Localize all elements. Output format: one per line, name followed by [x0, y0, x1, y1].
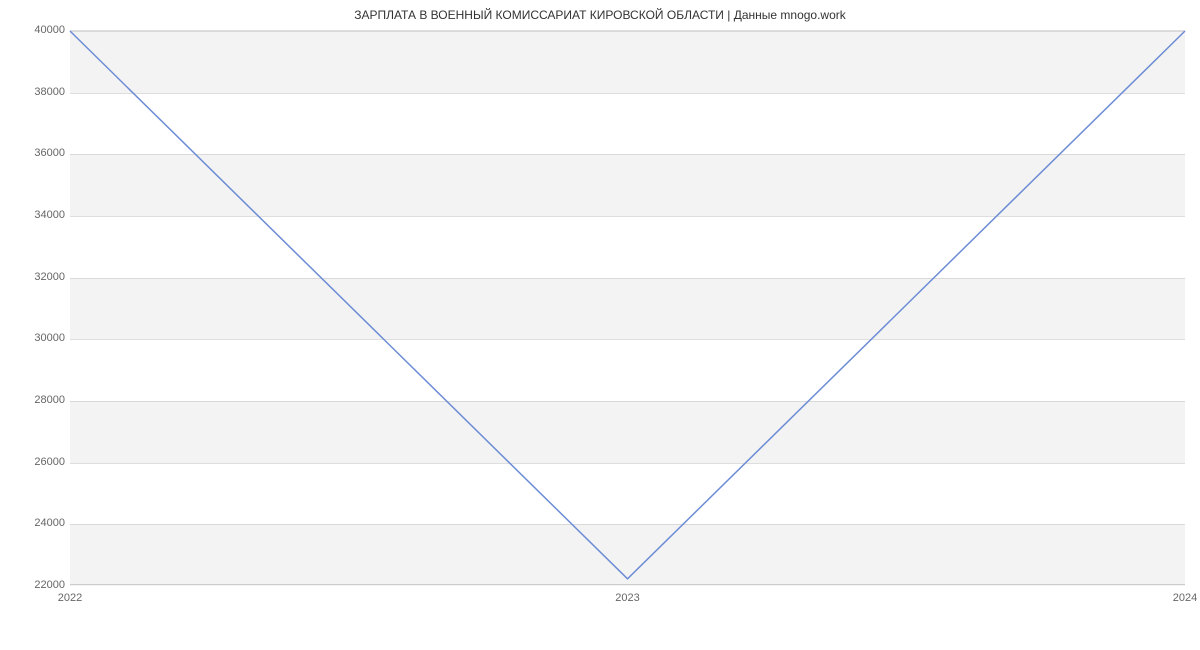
x-axis-label: 2023	[615, 592, 639, 604]
y-axis-label: 40000	[34, 24, 65, 36]
y-axis-label: 30000	[34, 332, 65, 344]
y-axis-label: 38000	[34, 86, 65, 98]
data-line	[70, 31, 1185, 579]
y-axis-label: 34000	[34, 209, 65, 221]
y-axis-label: 28000	[34, 394, 65, 406]
plot-area	[70, 30, 1185, 585]
y-axis-label: 22000	[34, 579, 65, 591]
chart-title: ЗАРПЛАТА В ВОЕННЫЙ КОМИССАРИАТ КИРОВСКОЙ…	[0, 8, 1200, 22]
y-axis-label: 26000	[34, 456, 65, 468]
x-axis-label: 2022	[58, 592, 82, 604]
line-series-svg	[70, 31, 1185, 585]
y-axis-label: 36000	[34, 147, 65, 159]
y-axis-label: 24000	[34, 517, 65, 529]
x-axis-label: 2024	[1173, 592, 1197, 604]
y-axis-label: 32000	[34, 271, 65, 283]
chart-container: ЗАРПЛАТА В ВОЕННЫЙ КОМИССАРИАТ КИРОВСКОЙ…	[0, 0, 1200, 650]
